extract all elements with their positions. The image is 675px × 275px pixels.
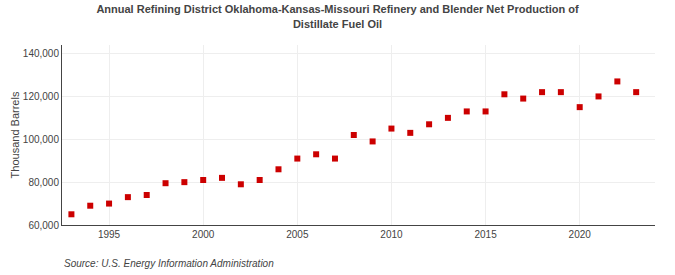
- svg-text:2015: 2015: [474, 229, 497, 240]
- svg-text:2005: 2005: [286, 229, 309, 240]
- svg-text:2020: 2020: [569, 229, 592, 240]
- svg-text:Annual Refining District Oklah: Annual Refining District Oklahoma-Kansas…: [96, 3, 579, 29]
- svg-text:100,000: 100,000: [23, 134, 60, 145]
- svg-text:1995: 1995: [98, 229, 121, 240]
- svg-text:2010: 2010: [380, 229, 403, 240]
- svg-text:120,000: 120,000: [23, 91, 60, 102]
- svg-text:60,000: 60,000: [28, 220, 59, 231]
- svg-text:2000: 2000: [192, 229, 215, 240]
- svg-text:Source: U.S. Energy Informatio: Source: U.S. Energy Information Administ…: [64, 258, 274, 269]
- svg-text:140,000: 140,000: [23, 48, 60, 59]
- svg-text:Thousand Barrels: Thousand Barrels: [9, 91, 21, 178]
- svg-text:80,000: 80,000: [28, 177, 59, 188]
